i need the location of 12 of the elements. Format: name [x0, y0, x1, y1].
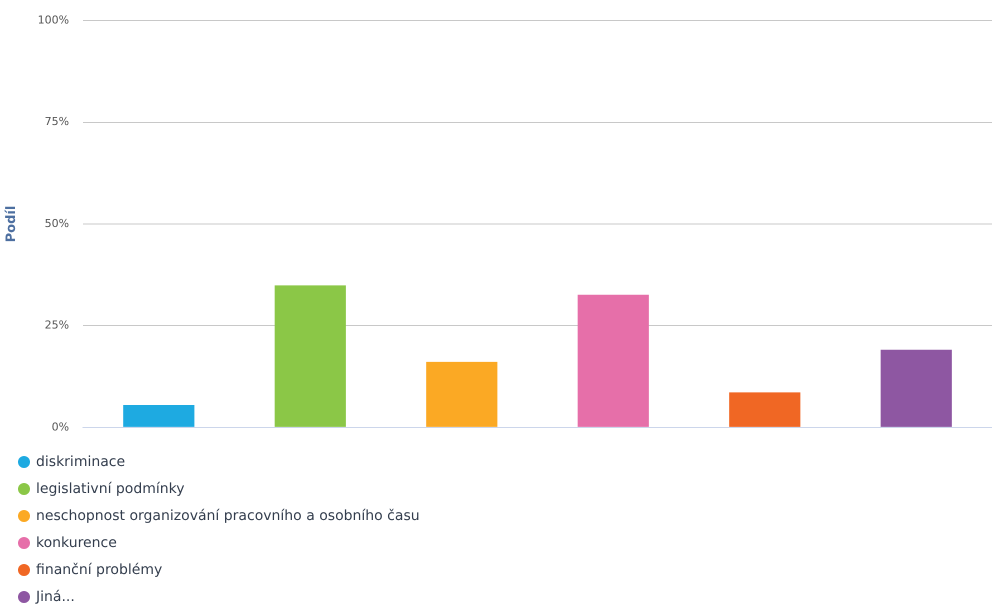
legend-label: neschopnost organizování pracovního a osobního času — [36, 508, 420, 524]
y-tick-label: 0% — [52, 420, 70, 434]
y-tick-label: 50% — [44, 216, 70, 230]
y-tick-label: 25% — [44, 318, 70, 332]
legend-label: legislativní podmínky — [36, 480, 185, 496]
legend-label: diskriminace — [36, 454, 126, 470]
legend-label: finanční problémy — [36, 562, 162, 578]
y-tick-label: 100% — [38, 13, 70, 26]
legend-label: Jiná... — [36, 588, 75, 604]
y-axis-title: Podíl — [4, 206, 20, 242]
legend-label: konkurence — [36, 534, 117, 550]
y-tick-label: 75% — [44, 115, 70, 128]
